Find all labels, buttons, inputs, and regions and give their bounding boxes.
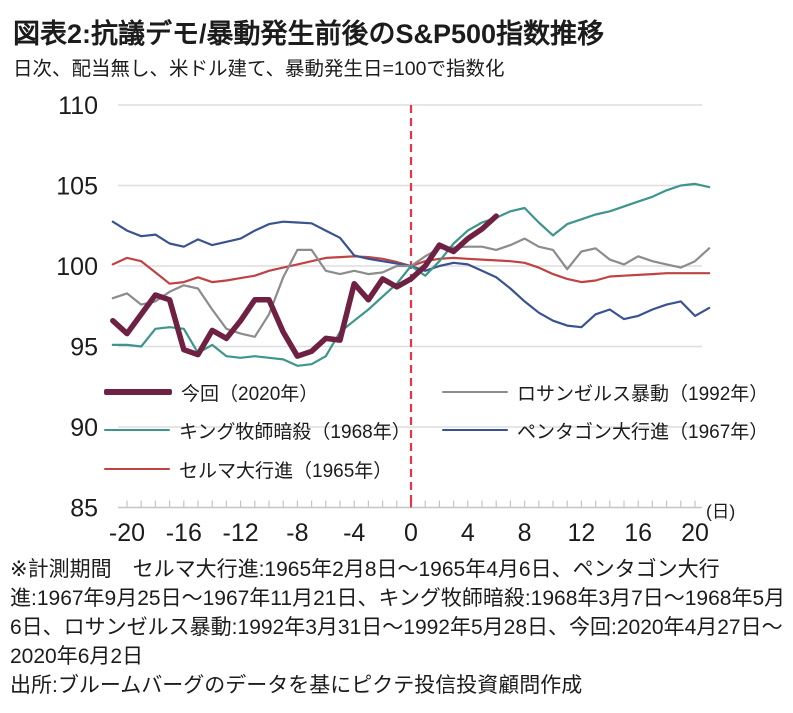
svg-text:95: 95 (70, 334, 98, 362)
legend-item-king-1968: キング牧師暗殺（1968年） (104, 420, 411, 443)
legend-swatch-la-riot-line (442, 390, 508, 394)
svg-text:(日): (日) (706, 502, 735, 522)
svg-text:-20: -20 (109, 519, 145, 547)
legend-label-king-1968: キング牧師暗殺（1968年） (179, 421, 411, 443)
legend-item-pentagon-1967: ペンタゴン大行進（1967年） (442, 420, 768, 443)
figure-title: 図表2:抗議デモ/暴動発生前後のS&P500指数推移 (13, 19, 605, 49)
svg-text:12: 12 (567, 519, 595, 547)
legend-swatch-2020-line (104, 389, 172, 395)
svg-text:-16: -16 (166, 519, 202, 547)
svg-text:16: 16 (624, 519, 652, 547)
svg-text:-12: -12 (223, 519, 259, 547)
figure-subtitle: 日次、配当無し、米ドル建て、暴動発生日=100で指数化 (13, 58, 505, 80)
svg-text:105: 105 (56, 173, 98, 201)
source-line: 出所:ブルームバーグのデータを基にピクテ投信投資顧問作成 (10, 674, 583, 697)
legend-item-selma-1965: セルマ大行進（1965年） (104, 459, 392, 482)
svg-text:85: 85 (70, 495, 98, 523)
svg-text:0: 0 (404, 519, 418, 547)
sp500-line-chart: 85 90 95 100 105 110 -20 -16 -12 -8 -4 0 4 8 12 16 20(日) (56, 92, 735, 547)
svg-text:20: 20 (681, 519, 709, 547)
legend-swatch-selma-line (104, 467, 170, 471)
svg-text:110: 110 (58, 92, 98, 120)
legend-swatch-pentagon-line (442, 428, 508, 432)
legend-label-2020: 今回（2020年） (181, 383, 319, 405)
legend-item-la-riot-1992: ロサンゼルス暴動（1992年） (442, 382, 768, 405)
svg-text:4: 4 (461, 519, 475, 547)
legend-swatch-king-line (104, 428, 170, 432)
svg-text:-8: -8 (286, 519, 308, 547)
legend-item-2020: 今回（2020年） (104, 382, 318, 405)
svg-text:8: 8 (518, 519, 532, 547)
figure-notes: ※計測期間 セルマ大行進:1965年2月8日～1965年4月6日、ペンタゴン大行… (10, 555, 789, 700)
measurement-period-note: ※計測期間 セルマ大行進:1965年2月8日～1965年4月6日、ペンタゴン大行… (10, 558, 786, 668)
svg-text:-4: -4 (343, 519, 365, 547)
legend-label-selma-1965: セルマ大行進（1965年） (179, 460, 393, 482)
svg-text:100: 100 (56, 253, 98, 281)
legend-label-pentagon-1967: ペンタゴン大行進（1967年） (517, 421, 769, 443)
legend-label-la-riot-1992: ロサンゼルス暴動（1992年） (517, 383, 769, 405)
svg-text:90: 90 (70, 414, 98, 442)
